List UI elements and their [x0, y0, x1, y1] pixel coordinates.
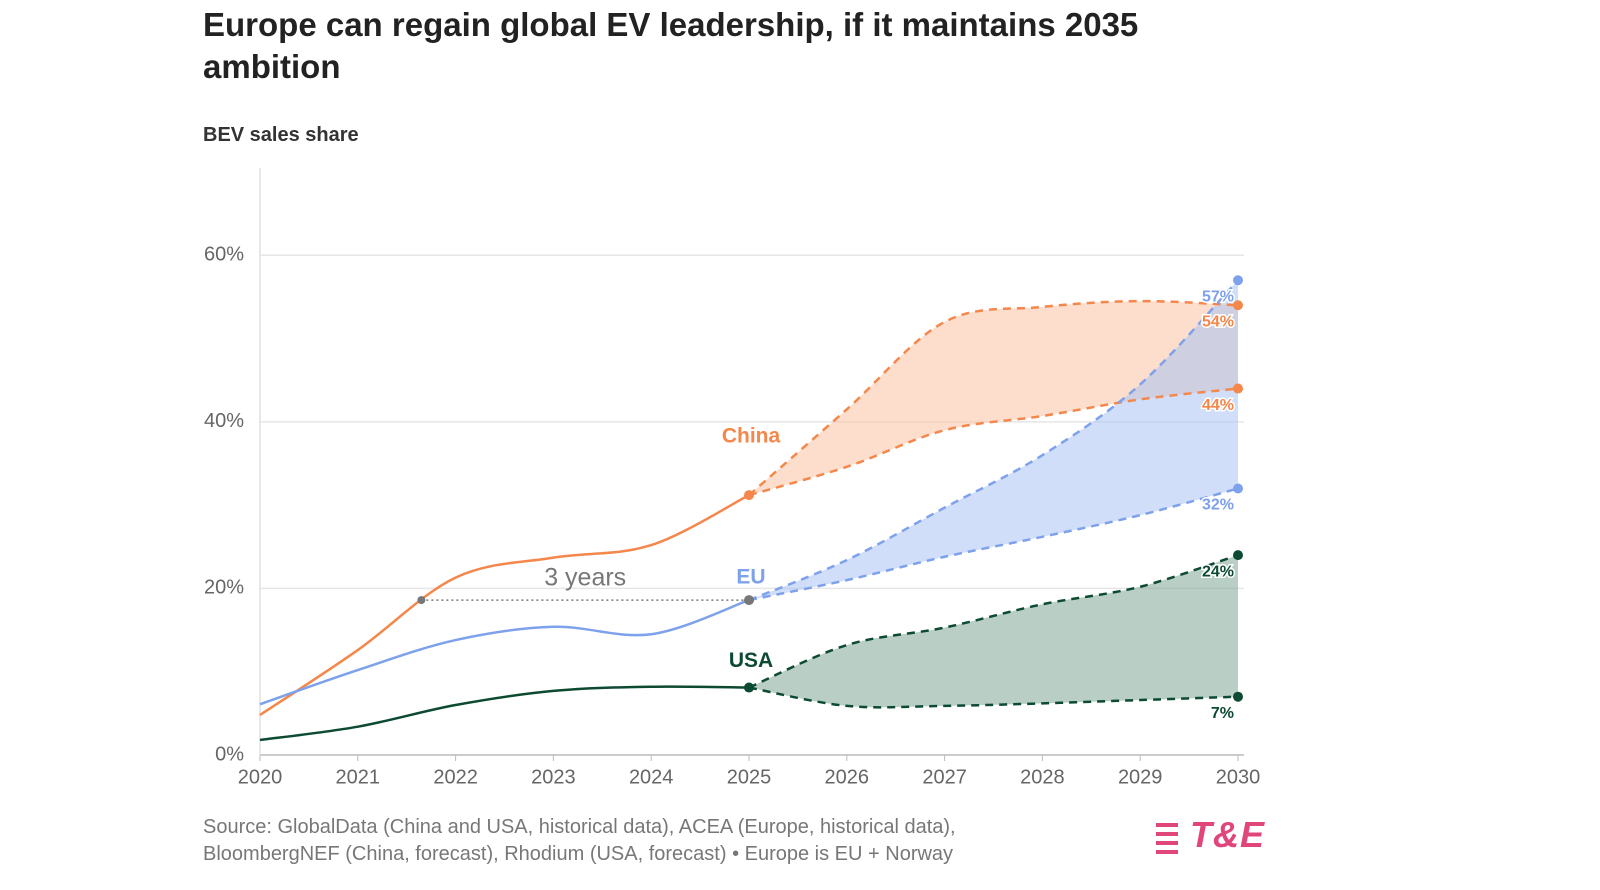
gap-dot [744, 595, 754, 606]
forecast-line-low [748, 487, 1239, 602]
y-tick-label: 0% [215, 743, 244, 765]
end-value-label: 7% [1211, 705, 1234, 722]
logo-stripes [1156, 823, 1178, 855]
x-tick-label: 2027 [922, 766, 967, 788]
gap-label: 3 years [544, 564, 626, 592]
y-tick-label: 20% [204, 577, 244, 599]
series-label: China [722, 425, 781, 448]
x-tick-label: 2028 [1020, 766, 1065, 788]
forecast-line-high [748, 279, 1239, 602]
history-line [259, 598, 750, 706]
x-tick-label: 2021 [336, 766, 381, 788]
x-tick-label: 2022 [433, 766, 478, 788]
end-value-label: 57% [1202, 288, 1234, 305]
history-line [259, 494, 750, 717]
end-value-label: 54% [1202, 313, 1234, 330]
end-value-label: 32% [1202, 497, 1234, 514]
end-dot [1233, 483, 1243, 494]
x-tick-label: 2023 [531, 766, 576, 788]
series-label: USA [729, 649, 773, 672]
end-value-label: 24% [1202, 563, 1234, 580]
junction-dot [744, 682, 754, 693]
x-tick-label: 2025 [727, 766, 772, 788]
end-value-label: 44% [1202, 397, 1234, 414]
logo: T&E [1190, 814, 1265, 855]
forecast-line-low [748, 686, 1239, 709]
y-tick-label: 40% [204, 410, 244, 432]
history-line [259, 685, 750, 742]
x-tick-label: 2024 [629, 766, 674, 788]
x-tick-label: 2030 [1216, 766, 1261, 788]
line-layer [259, 279, 1239, 742]
forecast-band [749, 280, 1238, 601]
end-dot [1233, 300, 1243, 311]
end-dot [1233, 691, 1243, 702]
junction-dot [744, 490, 754, 501]
y-tick-label: 60% [204, 244, 244, 266]
x-tick-label: 2029 [1118, 766, 1163, 788]
band-layer [749, 280, 1238, 708]
gap-dot [417, 596, 426, 605]
dot-layer: 54% 44% China 57% 32% EU 24% 7% USA 3 years [417, 275, 1243, 723]
forecast-band [749, 301, 1238, 496]
chart-title: Europe can regain global EV leadership, … [203, 6, 1139, 85]
series-label: EU [736, 566, 765, 589]
source-note: Source: GlobalData (China and USA, histo… [203, 816, 956, 865]
x-tick-label: 2026 [825, 766, 870, 788]
end-dot [1233, 550, 1243, 561]
forecast-line-low [748, 387, 1239, 497]
end-dot [1233, 275, 1243, 286]
forecast-line-high [748, 299, 1239, 497]
chart-subtitle: BEV sales share [203, 124, 359, 146]
x-tick-label: 2020 [238, 766, 283, 788]
end-dot [1233, 383, 1243, 394]
